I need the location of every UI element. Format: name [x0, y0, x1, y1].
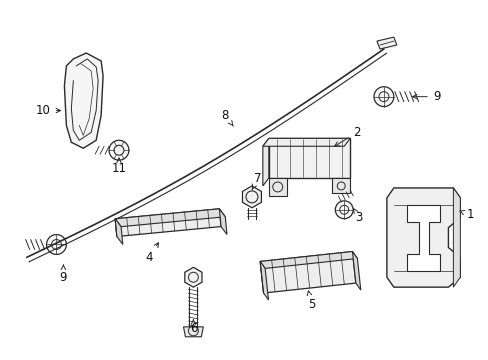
Polygon shape [406, 205, 440, 271]
Circle shape [109, 140, 129, 160]
Polygon shape [64, 53, 103, 148]
Polygon shape [260, 252, 357, 269]
Polygon shape [219, 209, 226, 234]
Polygon shape [452, 188, 459, 287]
Text: 11: 11 [111, 158, 126, 175]
Polygon shape [263, 138, 349, 146]
Polygon shape [260, 261, 268, 300]
Polygon shape [115, 209, 225, 227]
Text: 7: 7 [251, 171, 261, 190]
Text: 5: 5 [306, 291, 315, 311]
Circle shape [46, 235, 66, 255]
Text: 6: 6 [189, 319, 197, 336]
Circle shape [335, 201, 352, 219]
Polygon shape [183, 327, 203, 337]
Circle shape [114, 145, 123, 155]
Circle shape [373, 87, 393, 107]
Polygon shape [115, 219, 122, 244]
Polygon shape [260, 252, 355, 293]
Text: 4: 4 [145, 243, 158, 264]
Polygon shape [376, 37, 396, 49]
Text: 9: 9 [412, 90, 439, 103]
Text: 1: 1 [459, 208, 473, 221]
Polygon shape [268, 178, 286, 196]
Polygon shape [386, 188, 459, 287]
Text: 9: 9 [60, 265, 67, 284]
Polygon shape [352, 252, 360, 290]
Polygon shape [115, 209, 221, 237]
Text: 3: 3 [353, 208, 362, 224]
Polygon shape [268, 138, 349, 178]
Text: 8: 8 [221, 109, 233, 126]
Text: 2: 2 [334, 126, 360, 146]
Polygon shape [263, 138, 268, 186]
Polygon shape [332, 178, 349, 193]
Polygon shape [242, 186, 261, 208]
Text: 10: 10 [36, 104, 61, 117]
Polygon shape [184, 267, 202, 287]
